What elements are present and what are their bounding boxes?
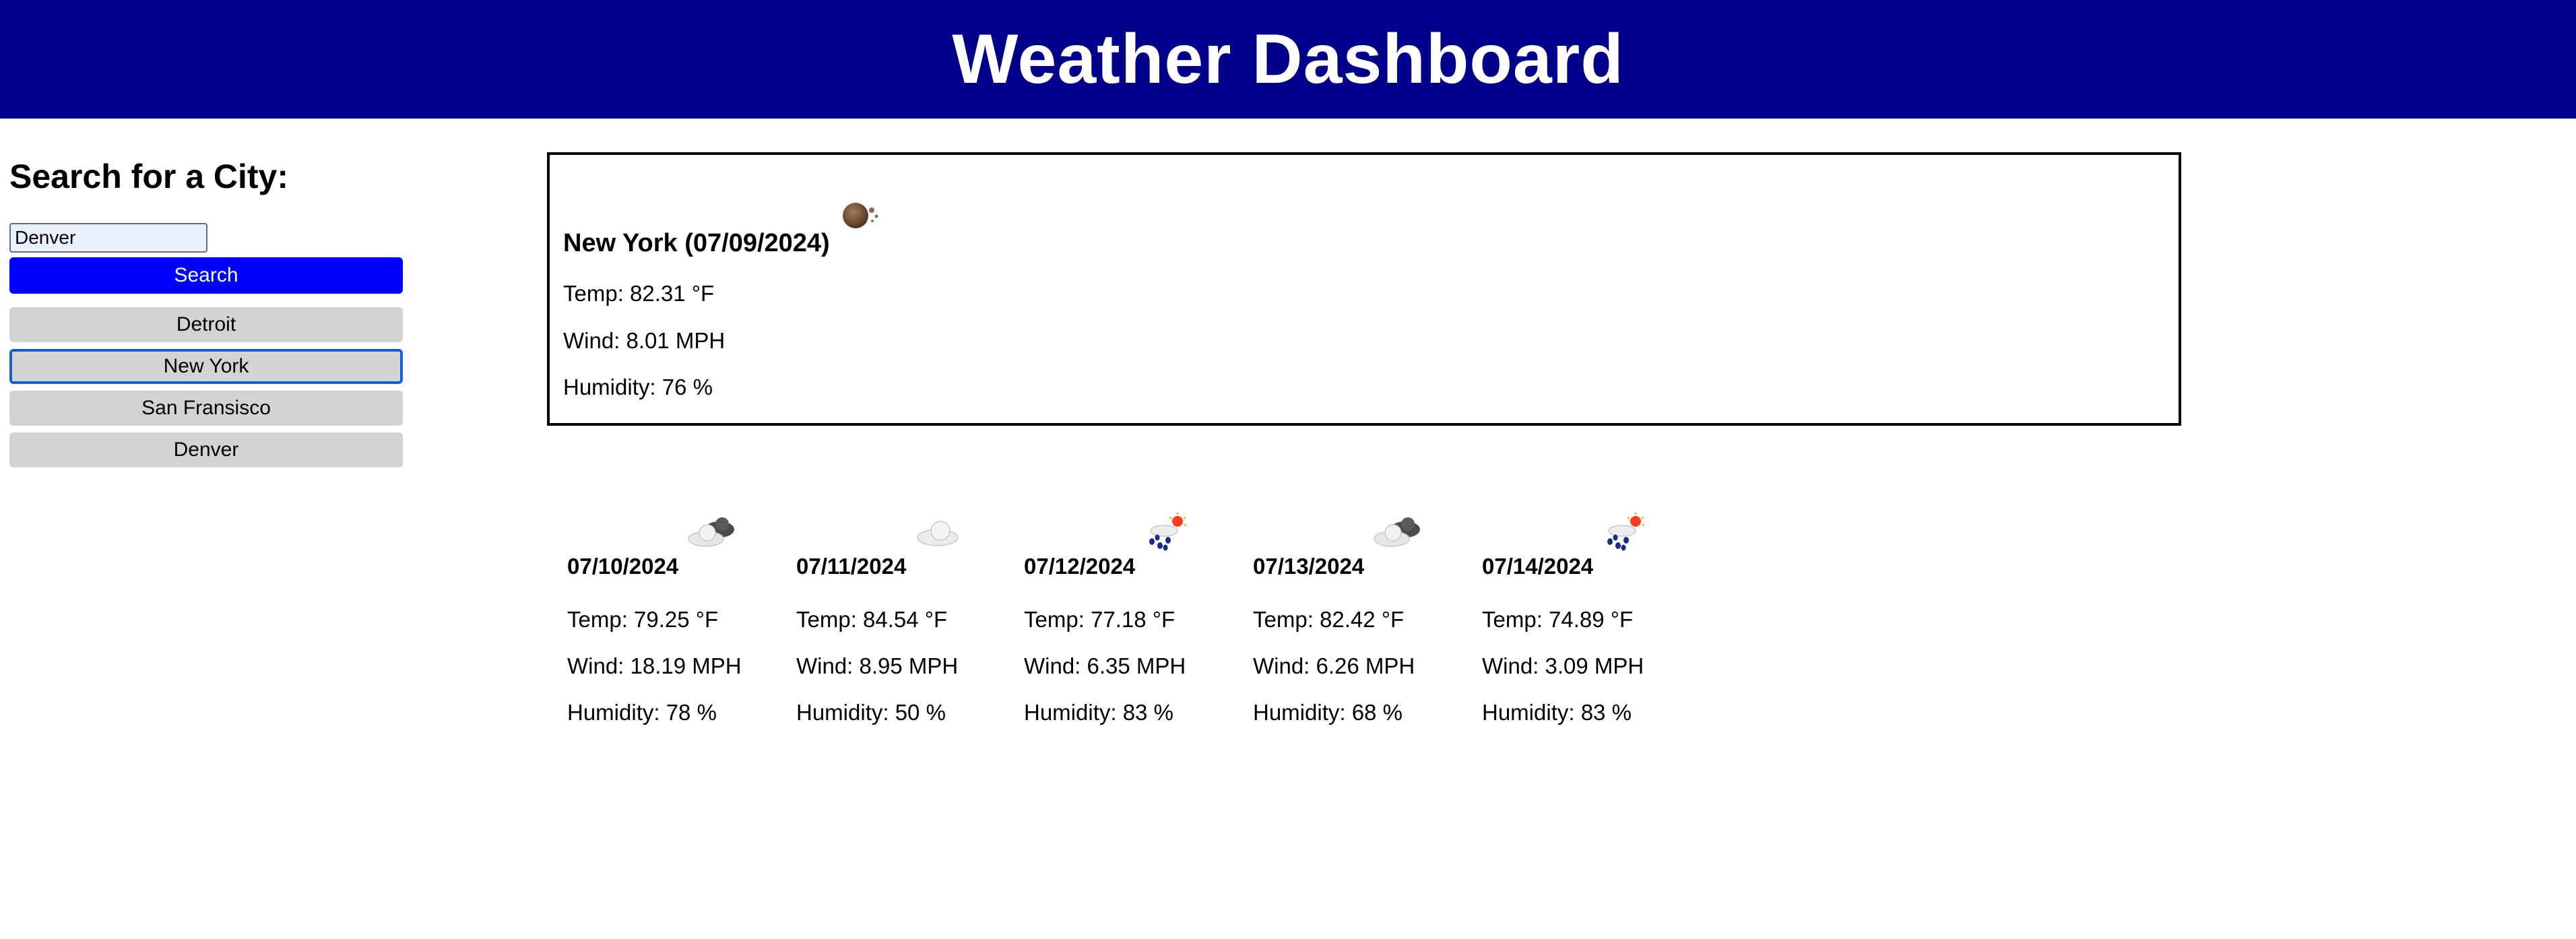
forecast-temp: Temp: 74.89 °F <box>1482 607 1634 632</box>
current-weather-card: New York (07/09/2024) Temp: 82.31 °F Win… <box>547 152 2181 426</box>
search-heading: Search for a City: <box>9 158 289 195</box>
broken-clouds-icon <box>1374 517 1420 547</box>
city-search-input[interactable] <box>9 223 207 253</box>
forecast-day-3: 07/12/2024 Temp: 77.18 °F Wind: 6.35 MPH… <box>1024 512 1226 734</box>
forecast-wind: Wind: 3.09 MPH <box>1482 653 1644 678</box>
history-button-denver[interactable]: Denver <box>9 432 403 467</box>
forecast-day-1: 07/10/2024 Temp: 79.25 °F Wind: 18.19 MP… <box>567 512 769 734</box>
history-button-detroit[interactable]: Detroit <box>9 307 403 342</box>
forecast-date: 07/11/2024 <box>796 554 907 579</box>
forecast-day-2: 07/11/2024 Temp: 84.54 °F Wind: 8.95 MPH… <box>796 512 998 734</box>
history-button-new-york[interactable]: New York <box>9 349 403 384</box>
forecast-wind: Wind: 18.19 MPH <box>567 653 742 678</box>
search-history-list: Detroit New York San Fransisco Denver <box>9 307 403 474</box>
history-button-san-fransisco[interactable]: San Fransisco <box>9 391 403 426</box>
rain-sun-icon <box>1607 513 1645 551</box>
forecast-wind: Wind: 6.26 MPH <box>1253 653 1415 678</box>
current-humidity: Humidity: 76 % <box>563 375 713 399</box>
forecast-temp: Temp: 79.25 °F <box>567 607 719 632</box>
current-temp: Temp: 82.31 °F <box>563 281 715 306</box>
forecast-day-4: 07/13/2024 Temp: 82.42 °F Wind: 6.26 MPH… <box>1253 512 1455 734</box>
forecast-date: 07/14/2024 <box>1482 554 1594 579</box>
rain-sun-icon <box>1149 513 1187 551</box>
forecast-temp: Temp: 82.42 °F <box>1253 607 1405 632</box>
forecast-temp: Temp: 84.54 °F <box>796 607 948 632</box>
forecast-temp: Temp: 77.18 °F <box>1024 607 1176 632</box>
forecast-humidity: Humidity: 68 % <box>1253 700 1403 725</box>
search-button[interactable]: Search <box>9 257 403 294</box>
cloud-icon <box>917 521 959 546</box>
current-city-title: New York (07/09/2024) <box>563 229 830 257</box>
forecast-humidity: Humidity: 78 % <box>567 700 717 725</box>
search-sidebar: Search for a City: Search Detroit New Yo… <box>9 155 404 467</box>
broken-clouds-icon <box>688 517 734 547</box>
moon-haze-icon <box>843 203 878 228</box>
forecast-humidity: Humidity: 83 % <box>1024 700 1173 725</box>
forecast-humidity: Humidity: 50 % <box>796 700 946 725</box>
forecast-wind: Wind: 8.95 MPH <box>796 653 959 678</box>
forecast-date: 07/10/2024 <box>567 554 679 579</box>
page-title: Weather Dashboard <box>952 20 1624 98</box>
forecast-date: 07/13/2024 <box>1253 554 1365 579</box>
forecast-day-5: 07/14/2024 Temp: 74.89 °F Wind: 3.09 MPH… <box>1482 512 1684 734</box>
forecast-humidity: Humidity: 83 % <box>1482 700 1632 725</box>
page-header: Weather Dashboard <box>0 0 2576 119</box>
forecast-wind: Wind: 6.35 MPH <box>1024 653 1186 678</box>
forecast-date: 07/12/2024 <box>1024 554 1136 579</box>
current-wind: Wind: 8.01 MPH <box>563 328 726 353</box>
